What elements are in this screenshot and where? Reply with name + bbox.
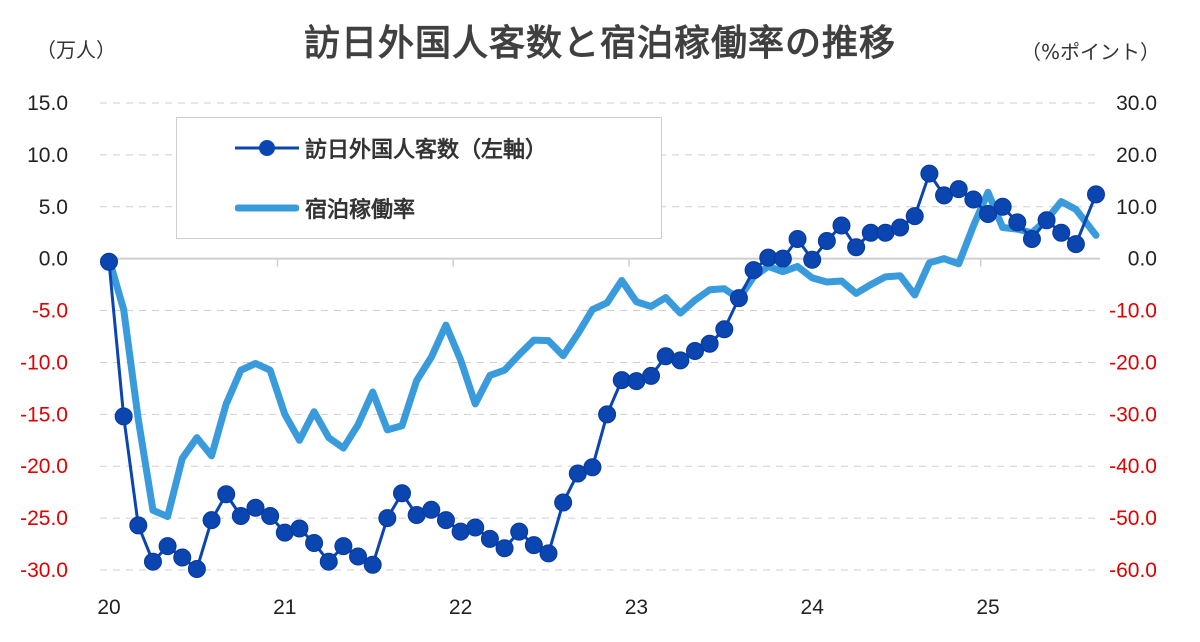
visitors-data-point <box>832 216 851 235</box>
legend-label-occupancy: 宿泊稼働率 <box>305 198 416 223</box>
visitors-data-point <box>1066 235 1085 254</box>
right-axis-tick-label: 0.0 <box>1128 248 1157 271</box>
visitors-data-point <box>920 164 939 183</box>
x-axis-tick-label: 22 <box>449 596 472 619</box>
x-axis-tick-label: 24 <box>801 596 825 619</box>
left-axis-tick-label: -25.0 <box>20 507 68 530</box>
visitors-data-point <box>158 537 177 556</box>
visitors-data-point <box>891 218 910 237</box>
visitors-data-point <box>583 458 602 477</box>
visitors-data-point <box>480 529 499 548</box>
visitors-data-point <box>729 289 748 308</box>
visitors-data-point <box>305 534 324 553</box>
legend-item-occupancy: 宿泊稼働率 <box>235 188 415 228</box>
visitors-data-point <box>539 544 558 563</box>
visitors-data-point <box>334 537 353 556</box>
visitors-data-point <box>217 485 236 504</box>
right-axis-tick-label: -50.0 <box>1109 507 1157 530</box>
right-axis-tick-label: 30.0 <box>1116 92 1157 115</box>
left-axis-tick-label: -30.0 <box>20 559 68 582</box>
visitors-data-point <box>1022 229 1041 248</box>
visitors-data-point <box>114 407 133 426</box>
visitors-data-point <box>246 498 265 517</box>
visitors-data-point <box>1052 223 1071 242</box>
left-axis-tick-label: 0.0 <box>39 248 68 271</box>
x-axis-tick-label: 23 <box>625 596 648 619</box>
chart-title: 訪日外国人客数と宿泊稼働率の推移 <box>303 23 896 64</box>
right-axis-tick-label: -40.0 <box>1109 455 1157 478</box>
right-axis-tick-label: 20.0 <box>1116 144 1157 167</box>
right-axis-tick-label: -20.0 <box>1109 351 1157 374</box>
visitors-data-point <box>422 500 441 519</box>
visitors-data-point <box>143 552 162 571</box>
visitors-data-point <box>524 536 543 555</box>
visitors-data-point <box>803 250 822 269</box>
legend: 訪日外国人客数（左軸） 宿泊稼働率 <box>176 117 662 239</box>
right-axis-ticks: 30.0 20.0 10.0 0.0 -10.0 -20.0 -30.0 -40.0 -50.0… <box>1109 92 1157 582</box>
left-axis-unit: （万人） <box>36 38 116 62</box>
x-axis-tick-label: 21 <box>273 596 296 619</box>
right-axis-tick-label: -10.0 <box>1109 300 1157 323</box>
visitors-data-point <box>363 555 382 574</box>
visitors-data-point <box>686 342 704 361</box>
visitors-data-point <box>598 405 617 424</box>
right-axis-unit: （%ポイント） <box>1020 40 1160 64</box>
x-axis-ticks: 20 21 22 23 24 25 <box>97 258 1000 619</box>
visitors-data-point <box>642 366 661 385</box>
visitors-data-point <box>393 484 411 503</box>
visitors-data-point <box>378 509 397 528</box>
legend-label-visitors: 訪日外国人客数（左軸） <box>305 138 548 163</box>
left-axis-tick-label: 10.0 <box>27 144 68 167</box>
left-axis-ticks: 15.0 10.0 5.0 0.0 -5.0 -10.0 -15.0 -20.0 -25.0 -3… <box>20 92 68 582</box>
visitors-data-point <box>290 519 309 538</box>
visitors-data-point <box>949 180 968 199</box>
visitors-data-point <box>436 511 455 530</box>
left-axis-tick-label: -5.0 <box>32 300 68 323</box>
visitors-data-point <box>319 552 338 571</box>
visitors-data-point <box>905 207 924 226</box>
visitors-data-point <box>349 547 368 566</box>
visitors-data-point <box>554 493 573 512</box>
visitors-data-point <box>173 548 192 567</box>
legend-line-marker-icon <box>235 140 299 156</box>
visitors-data-point <box>847 238 866 257</box>
visitors-data-point <box>715 320 734 339</box>
visitors-data-point <box>773 249 792 268</box>
visitors-data-point <box>1087 185 1105 204</box>
visitors-data-point <box>817 232 836 251</box>
visitors-data-point <box>979 205 997 224</box>
left-axis-tick-label: 5.0 <box>39 196 68 219</box>
visitors-data-point <box>788 229 807 248</box>
left-axis-tick-label: -15.0 <box>20 403 68 426</box>
visitors-data-point <box>1037 211 1056 230</box>
visitors-data-point <box>1008 213 1027 232</box>
visitors-data-point <box>671 351 690 370</box>
visitors-data-point <box>744 261 763 280</box>
visitors-data-point <box>510 522 529 541</box>
left-axis-tick-label: -20.0 <box>20 455 68 478</box>
x-axis-tick-label: 20 <box>97 596 120 619</box>
visitors-series-markers <box>100 164 1105 578</box>
visitors-data-point <box>964 190 983 209</box>
visitors-data-point <box>495 539 514 558</box>
visitors-data-point <box>231 507 250 526</box>
visitors-data-point <box>993 197 1012 216</box>
visitors-data-point <box>129 516 148 535</box>
right-axis-tick-label: 10.0 <box>1116 196 1157 219</box>
x-axis-tick-label: 25 <box>976 596 999 619</box>
right-axis-tick-label: -60.0 <box>1109 559 1157 582</box>
visitors-data-point <box>202 511 221 530</box>
visitors-data-point <box>100 252 118 271</box>
visitors-data-point <box>261 507 280 526</box>
right-axis-tick-label: -30.0 <box>1109 403 1157 426</box>
legend-item-visitors: 訪日外国人客数（左軸） <box>235 128 547 168</box>
occupancy-series-line <box>105 188 1100 521</box>
visitors-data-point <box>466 518 485 537</box>
visitors-data-point <box>700 334 719 353</box>
visitors-data-point <box>187 559 206 578</box>
left-axis-tick-label: 15.0 <box>27 92 68 115</box>
left-axis-tick-label: -10.0 <box>20 351 68 374</box>
legend-line-icon <box>235 204 299 212</box>
